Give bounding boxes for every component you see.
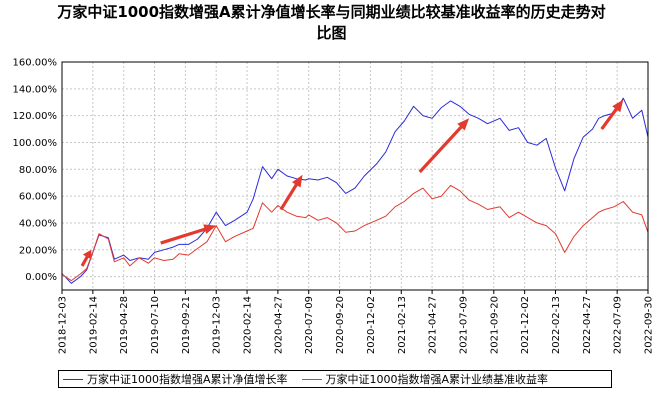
x-tick-label: 2022-09-30 — [644, 296, 655, 354]
x-tick-label: 2020-07-09 — [304, 296, 315, 354]
x-tick-label: 2020-12-02 — [366, 296, 377, 354]
x-axis-ticks: 2018-12-03 2019-02-14 2019-04-28 2019-07-10… — [58, 290, 655, 354]
legend-swatch-benchmark — [301, 378, 322, 380]
x-tick-label: 2021-04-27 — [428, 296, 439, 354]
x-tick-label: 2020-02-14 — [243, 296, 254, 354]
x-tick-label: 2020-09-20 — [335, 296, 346, 354]
legend-item-benchmark: 万家中证1000指数增强A累计业绩基准收益率 — [301, 371, 549, 387]
legend-label-nav: 万家中证1000指数增强A累计净值增长率 — [87, 373, 288, 386]
x-tick-label: 2020-04-27 — [273, 296, 284, 354]
legend: 万家中证1000指数增强A累计净值增长率 万家中证1000指数增强A累计业绩基准… — [58, 370, 612, 388]
y-tick-label: 20.00% — [19, 245, 57, 256]
grid-lines — [62, 61, 648, 290]
chart-title: 万家中证1000指数增强A累计净值增长率与同期业绩比较基准收益率的历史走势对 比… — [0, 2, 663, 44]
y-tick-label: 60.00% — [19, 192, 57, 203]
trend-arrow — [160, 224, 217, 245]
x-tick-label: 2018-12-03 — [58, 296, 69, 354]
x-tick-label: 2021-02-13 — [397, 296, 408, 354]
trend-arrow — [600, 99, 624, 130]
trend-arrows — [80, 99, 624, 267]
chart-title-line-1: 万家中证1000指数增强A累计净值增长率与同期业绩比较基准收益率的历史走势对 — [57, 3, 606, 21]
y-tick-label: 40.00% — [19, 218, 57, 229]
trend-arrow — [279, 174, 303, 211]
series-line-benchmark — [61, 184, 649, 282]
x-tick-label: 2019-09-21 — [181, 296, 192, 354]
y-tick-label: 0.00% — [25, 272, 57, 283]
legend-item-nav: 万家中证1000指数增强A累计净值增长率 — [63, 371, 288, 387]
x-tick-label: 2022-07-09 — [613, 296, 624, 354]
x-tick-label: 2022-04-27 — [582, 296, 593, 354]
x-tick-label: 2022-02-13 — [551, 296, 562, 354]
x-tick-label: 2019-04-28 — [119, 296, 130, 354]
x-tick-label: 2021-07-09 — [458, 296, 469, 354]
y-tick-label: 160.00% — [13, 58, 58, 69]
x-tick-label: 2021-12-02 — [520, 296, 531, 354]
legend-label-benchmark: 万家中证1000指数增强A累计业绩基准收益率 — [325, 373, 549, 386]
trend-arrow — [418, 118, 470, 174]
y-tick-label: 140.00% — [13, 84, 58, 95]
legend-swatch-nav — [63, 378, 83, 380]
trend-arrow — [80, 249, 92, 267]
y-tick-label: 80.00% — [19, 165, 57, 176]
x-tick-label: 2019-02-14 — [88, 296, 99, 354]
y-tick-label: 120.00% — [13, 111, 58, 122]
x-tick-label: 2021-09-20 — [489, 296, 500, 354]
x-tick-label: 2019-07-10 — [150, 296, 161, 354]
chart-title-line-2: 比图 — [316, 24, 347, 42]
x-tick-label: 2019-12-03 — [212, 296, 223, 354]
y-axis-ticks: 0.00% 20.00% 40.00% 60.00% 80.00% 100.00% 120.… — [13, 58, 58, 284]
plot-frame — [61, 61, 649, 291]
y-tick-label: 100.00% — [13, 138, 58, 149]
series-lines — [61, 97, 649, 284]
series-line-nav — [61, 97, 649, 284]
